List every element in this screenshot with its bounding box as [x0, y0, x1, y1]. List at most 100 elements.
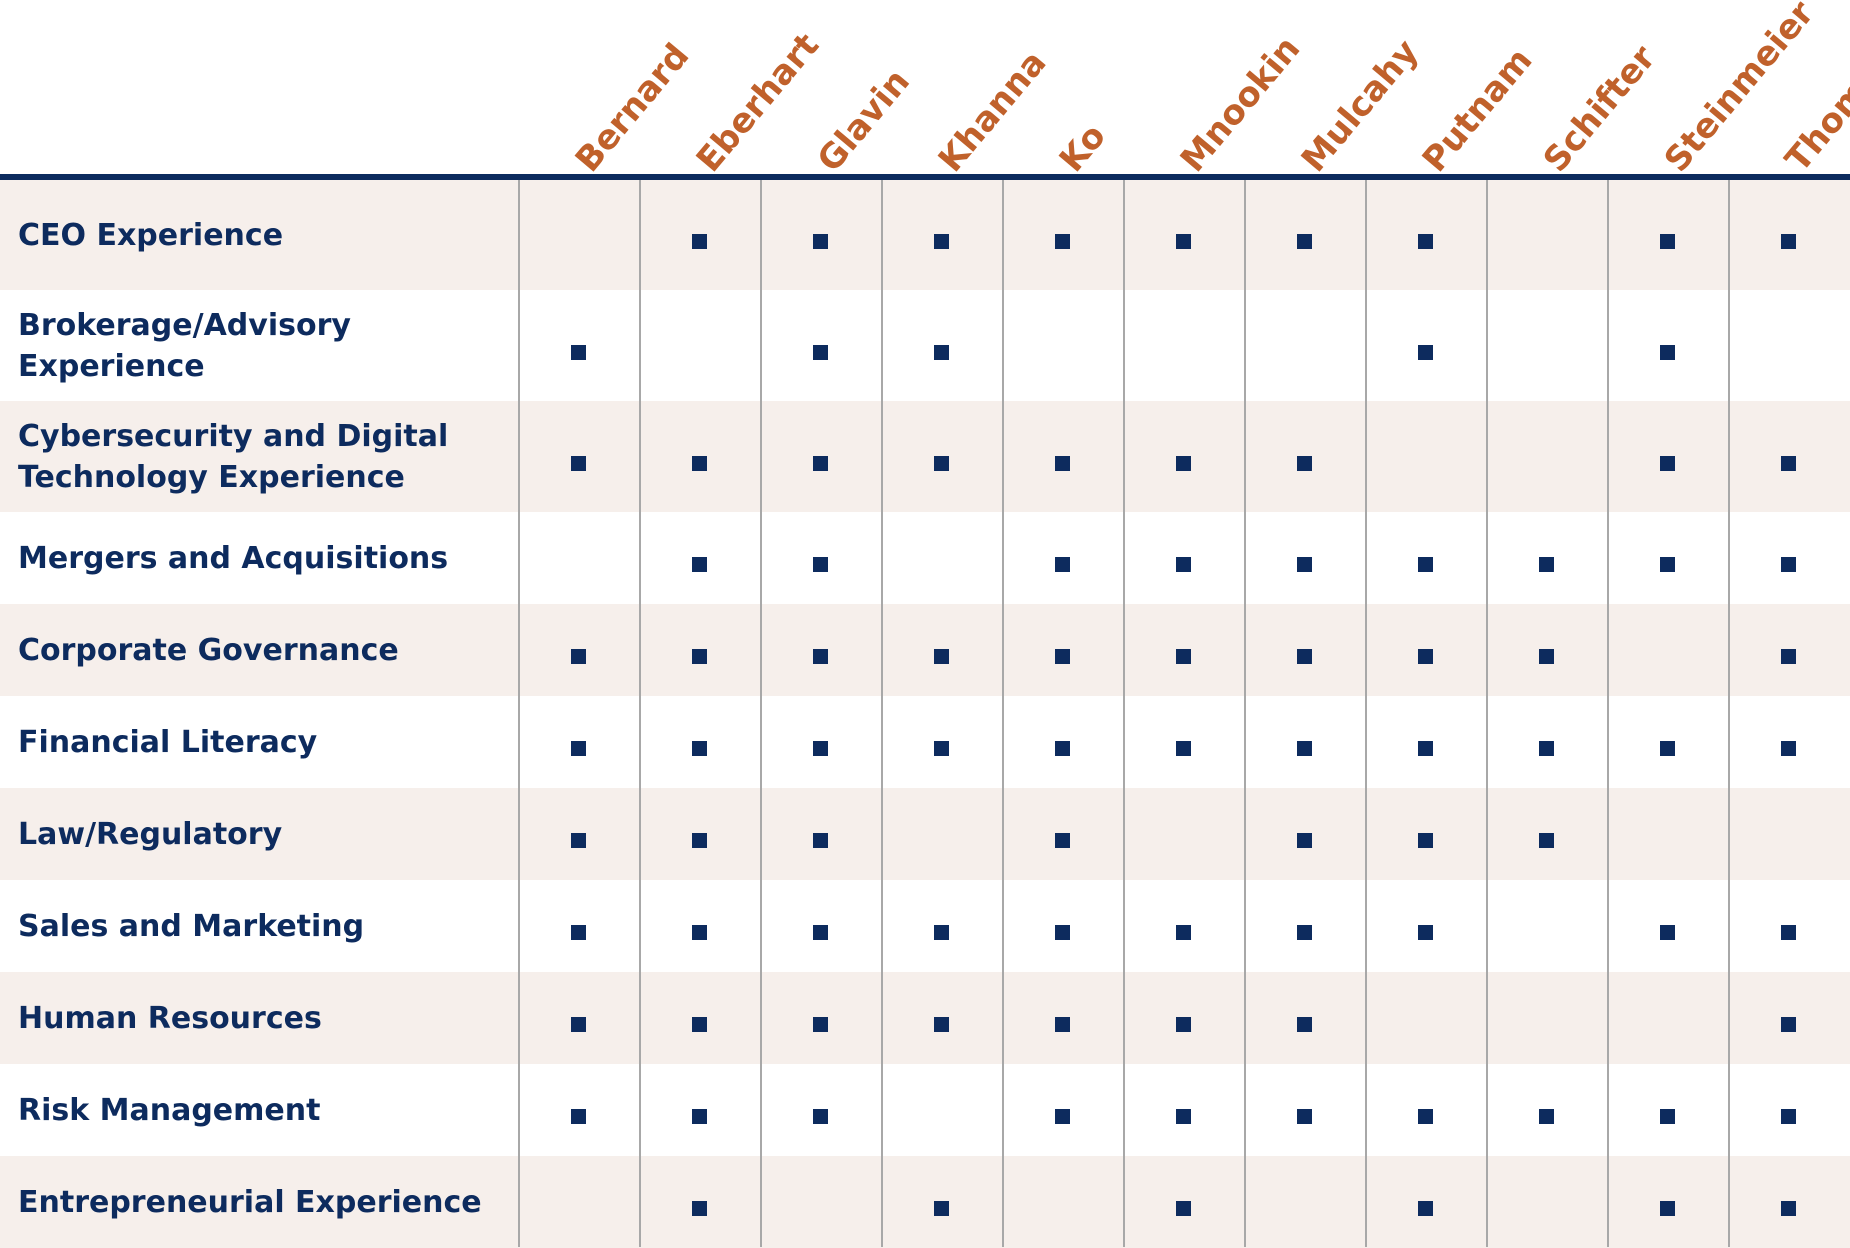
skill-label: Financial Literacy [18, 724, 318, 760]
skill-row: Cybersecurity and Digital Technology Exp… [0, 401, 1850, 512]
skill-row: Entrepreneurial Experience [0, 1156, 1850, 1248]
skill-mark [1176, 456, 1191, 471]
column-divider [1365, 180, 1367, 1247]
skill-row: CEO Experience [0, 180, 1850, 290]
column-divider [1728, 180, 1730, 1247]
skill-mark [1297, 557, 1312, 572]
skill-mark [1297, 234, 1312, 249]
skill-mark [1176, 1017, 1191, 1032]
skill-row: Risk Management [0, 1064, 1850, 1156]
skill-mark [1176, 649, 1191, 664]
column-divider [1486, 180, 1488, 1247]
skill-row: Brokerage/Advisory Experience [0, 290, 1850, 401]
skill-mark [1297, 833, 1312, 848]
director-header: Khanna [930, 43, 1055, 180]
skill-mark [1781, 456, 1796, 471]
skill-mark [1418, 1201, 1433, 1216]
skill-mark [1418, 833, 1433, 848]
skill-label: Brokerage/Advisory Experience [18, 307, 351, 384]
skill-mark [1297, 741, 1312, 756]
skill-mark [692, 925, 707, 940]
skill-mark [692, 456, 707, 471]
skill-mark [813, 456, 828, 471]
skill-mark [692, 649, 707, 664]
skill-row: Law/Regulatory [0, 788, 1850, 880]
column-divider [760, 180, 762, 1247]
skill-label: Corporate Governance [18, 632, 399, 668]
skill-mark [1781, 234, 1796, 249]
skill-row: Financial Literacy [0, 696, 1850, 788]
skill-mark [571, 741, 586, 756]
skill-mark [813, 649, 828, 664]
skill-mark [1176, 234, 1191, 249]
skill-mark [813, 925, 828, 940]
skill-mark [571, 925, 586, 940]
skill-mark [1176, 741, 1191, 756]
column-divider [1002, 180, 1004, 1247]
skill-mark [1781, 1109, 1796, 1124]
skill-mark [813, 833, 828, 848]
skill-mark [1176, 925, 1191, 940]
skill-mark [1176, 557, 1191, 572]
skill-mark [1660, 234, 1675, 249]
skill-mark [1297, 649, 1312, 664]
skill-mark [813, 234, 828, 249]
skill-mark [692, 741, 707, 756]
column-divider [1244, 180, 1246, 1247]
skill-mark [1660, 345, 1675, 360]
skill-mark [571, 345, 586, 360]
skill-mark [1660, 557, 1675, 572]
skill-mark [1781, 1017, 1796, 1032]
skill-mark [571, 1017, 586, 1032]
skill-mark [813, 741, 828, 756]
director-header: Putnam [1414, 40, 1541, 180]
skill-mark [1055, 649, 1070, 664]
skill-mark [813, 345, 828, 360]
skill-mark [1660, 1201, 1675, 1216]
skill-mark [1055, 833, 1070, 848]
skill-mark [934, 456, 949, 471]
skill-mark [1660, 1109, 1675, 1124]
skill-mark [692, 1201, 707, 1216]
skill-mark [1418, 925, 1433, 940]
skill-mark [1297, 1017, 1312, 1032]
skill-mark [1418, 649, 1433, 664]
skill-mark [1418, 234, 1433, 249]
director-header: Schifter [1535, 38, 1664, 180]
skill-label: Human Resources [18, 1000, 322, 1036]
skill-label: CEO Experience [18, 217, 284, 253]
skill-mark [1418, 1109, 1433, 1124]
director-header: Glavin [809, 61, 918, 180]
skill-mark [1781, 1201, 1796, 1216]
skill-mark [692, 234, 707, 249]
skill-mark [813, 557, 828, 572]
skill-mark [571, 456, 586, 471]
skill-mark [1418, 557, 1433, 572]
skill-mark [813, 1017, 828, 1032]
column-divider [1607, 180, 1609, 1247]
skill-mark [934, 741, 949, 756]
skill-row: Human Resources [0, 972, 1850, 1064]
column-divider [639, 180, 641, 1247]
skill-mark [934, 1017, 949, 1032]
director-header: Mulcahy [1293, 32, 1427, 180]
header-rule [0, 174, 1850, 180]
director-header: Ko [1051, 116, 1114, 180]
column-divider [1123, 180, 1125, 1247]
skill-label: Entrepreneurial Experience [18, 1184, 482, 1220]
skill-mark [1055, 1017, 1070, 1032]
skill-mark [1539, 833, 1554, 848]
skill-label: Mergers and Acquisitions [18, 540, 449, 576]
director-header: Eberhart [688, 25, 828, 180]
skill-row: Corporate Governance [0, 604, 1850, 696]
skill-mark [692, 1017, 707, 1032]
skill-mark [1055, 456, 1070, 471]
skill-mark [934, 649, 949, 664]
skill-mark [571, 833, 586, 848]
skill-mark [571, 1109, 586, 1124]
skill-mark [692, 1109, 707, 1124]
skill-mark [1055, 925, 1070, 940]
skill-label: Cybersecurity and Digital Technology Exp… [18, 418, 449, 495]
skill-mark [1539, 649, 1554, 664]
